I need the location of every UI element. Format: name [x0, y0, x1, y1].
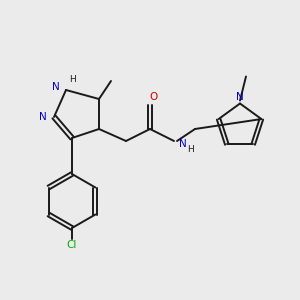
Text: N: N	[178, 139, 186, 149]
Text: N: N	[52, 82, 60, 92]
Text: H: H	[69, 75, 76, 84]
Text: O: O	[149, 92, 157, 103]
Text: N: N	[39, 112, 46, 122]
Text: Cl: Cl	[67, 239, 77, 250]
Text: N: N	[236, 92, 244, 103]
Text: H: H	[188, 146, 194, 154]
